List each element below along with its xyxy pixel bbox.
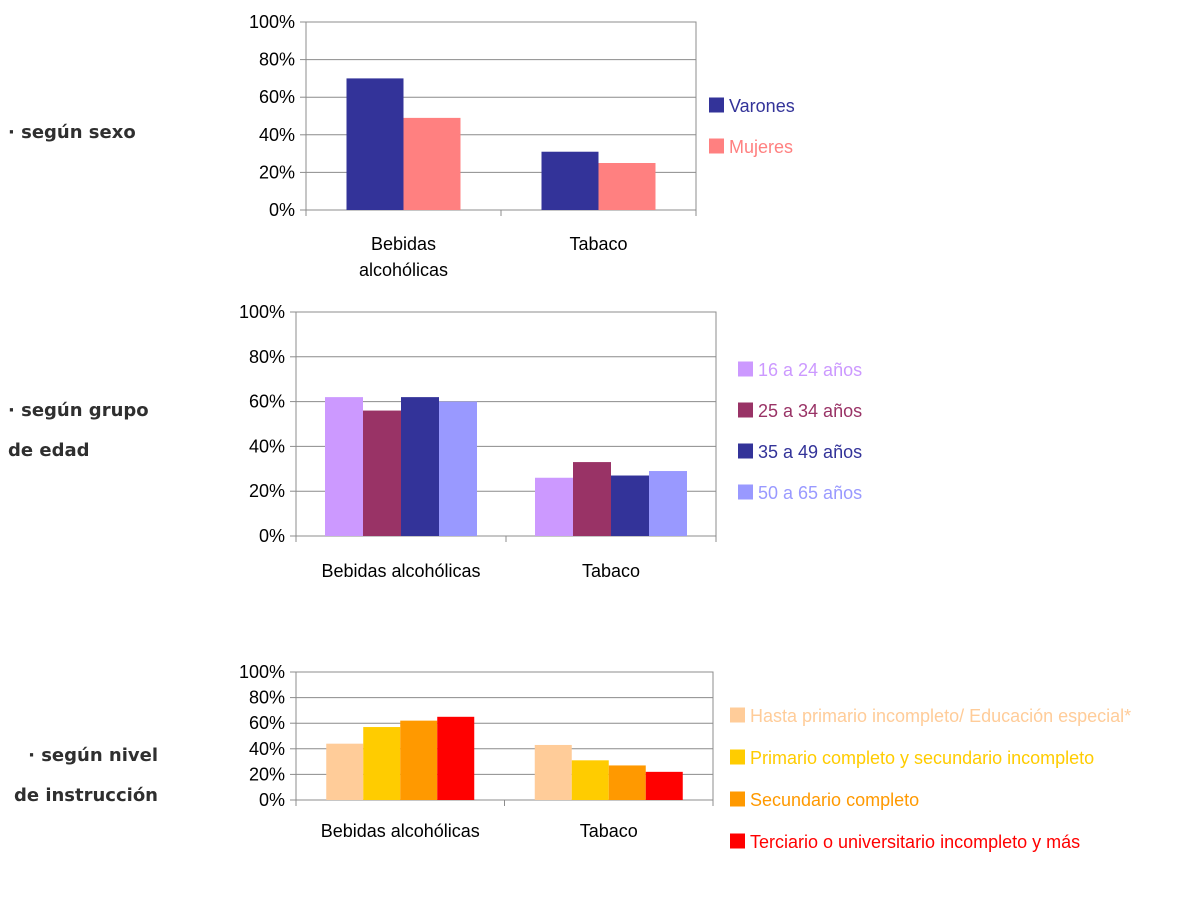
bar bbox=[573, 462, 611, 536]
legend-label: Mujeres bbox=[729, 137, 793, 157]
y-tick-label: 100% bbox=[249, 12, 295, 32]
category-label: Bebidas alcohólicas bbox=[321, 821, 480, 841]
row-label: · según grupo bbox=[8, 400, 149, 421]
row-label: · según sexo bbox=[8, 122, 136, 143]
legend-label: Secundario completo bbox=[750, 790, 919, 810]
legend-label: 16 a 24 años bbox=[758, 360, 862, 380]
y-tick-label: 100% bbox=[239, 302, 285, 322]
legend-swatch bbox=[730, 707, 745, 723]
legend-swatch bbox=[709, 138, 724, 154]
bar bbox=[608, 765, 646, 800]
bar bbox=[325, 397, 363, 536]
chart-3: · según nivel de instrucción 0% 20% 40% 60% 80… bbox=[14, 662, 1131, 852]
bar bbox=[645, 771, 683, 800]
bar bbox=[571, 760, 609, 800]
row-label: de instrucción bbox=[14, 785, 158, 806]
bar bbox=[541, 151, 599, 210]
y-tick-label: 80% bbox=[249, 347, 285, 367]
bar bbox=[534, 744, 572, 800]
bar bbox=[400, 720, 438, 800]
legend-label: Primario completo y secundario incomplet… bbox=[750, 748, 1094, 768]
bar bbox=[403, 117, 461, 210]
y-tick-label: 60% bbox=[249, 392, 285, 412]
legend-swatch bbox=[730, 749, 745, 765]
legend-swatch bbox=[709, 97, 724, 113]
legend-label: 25 a 34 años bbox=[758, 401, 862, 421]
legend-label: 35 a 49 años bbox=[758, 442, 862, 462]
category-label: Tabaco bbox=[580, 821, 638, 841]
category-label: alcohólicas bbox=[359, 260, 448, 280]
legend-label: Varones bbox=[729, 96, 795, 116]
y-tick-label: 80% bbox=[249, 688, 285, 708]
legend-swatch bbox=[730, 833, 745, 849]
bar bbox=[611, 475, 649, 536]
y-tick-label: 40% bbox=[259, 125, 295, 145]
row-label: de edad bbox=[8, 440, 89, 461]
legend-label: 50 a 65 años bbox=[758, 483, 862, 503]
y-tick-label: 100% bbox=[239, 662, 285, 682]
y-tick-label: 60% bbox=[259, 87, 295, 107]
bar bbox=[363, 410, 401, 536]
y-tick-label: 60% bbox=[249, 713, 285, 733]
chart-1: · según sexo 0% 20% 40% 60% 80% 100% Bebidas alc… bbox=[8, 12, 795, 280]
y-tick-label: 20% bbox=[249, 764, 285, 784]
legend-swatch bbox=[738, 484, 753, 500]
bar bbox=[346, 78, 404, 211]
legend-label: Terciario o universitario incompleto y m… bbox=[750, 832, 1080, 852]
bar bbox=[535, 477, 573, 536]
legend-swatch bbox=[738, 443, 753, 459]
bar bbox=[437, 716, 475, 800]
category-label: Tabaco bbox=[582, 561, 640, 581]
legend-swatch bbox=[730, 791, 745, 807]
category-label: Tabaco bbox=[569, 234, 627, 254]
y-tick-label: 40% bbox=[249, 436, 285, 456]
y-tick-label: 40% bbox=[249, 739, 285, 759]
chart-2: · según grupo de edad 0% 20% 40% 60% 80% 100% Be… bbox=[8, 302, 862, 581]
legend-swatch bbox=[738, 361, 753, 377]
bar bbox=[401, 397, 439, 536]
bar bbox=[649, 471, 687, 536]
category-label: Bebidas alcohólicas bbox=[321, 561, 480, 581]
y-tick-label: 20% bbox=[259, 162, 295, 182]
legend-swatch bbox=[738, 402, 753, 418]
y-tick-label: 0% bbox=[269, 200, 295, 220]
y-tick-label: 0% bbox=[259, 526, 285, 546]
bar bbox=[363, 727, 401, 800]
category-label: Bebidas bbox=[371, 234, 436, 254]
bar bbox=[598, 163, 656, 210]
y-tick-label: 80% bbox=[259, 50, 295, 70]
row-label: · según nivel bbox=[28, 745, 158, 766]
y-tick-label: 20% bbox=[249, 481, 285, 501]
y-tick-label: 0% bbox=[259, 790, 285, 810]
bar bbox=[439, 401, 477, 536]
bar bbox=[326, 743, 364, 800]
legend-label: Hasta primario incompleto/ Educación esp… bbox=[750, 706, 1131, 726]
